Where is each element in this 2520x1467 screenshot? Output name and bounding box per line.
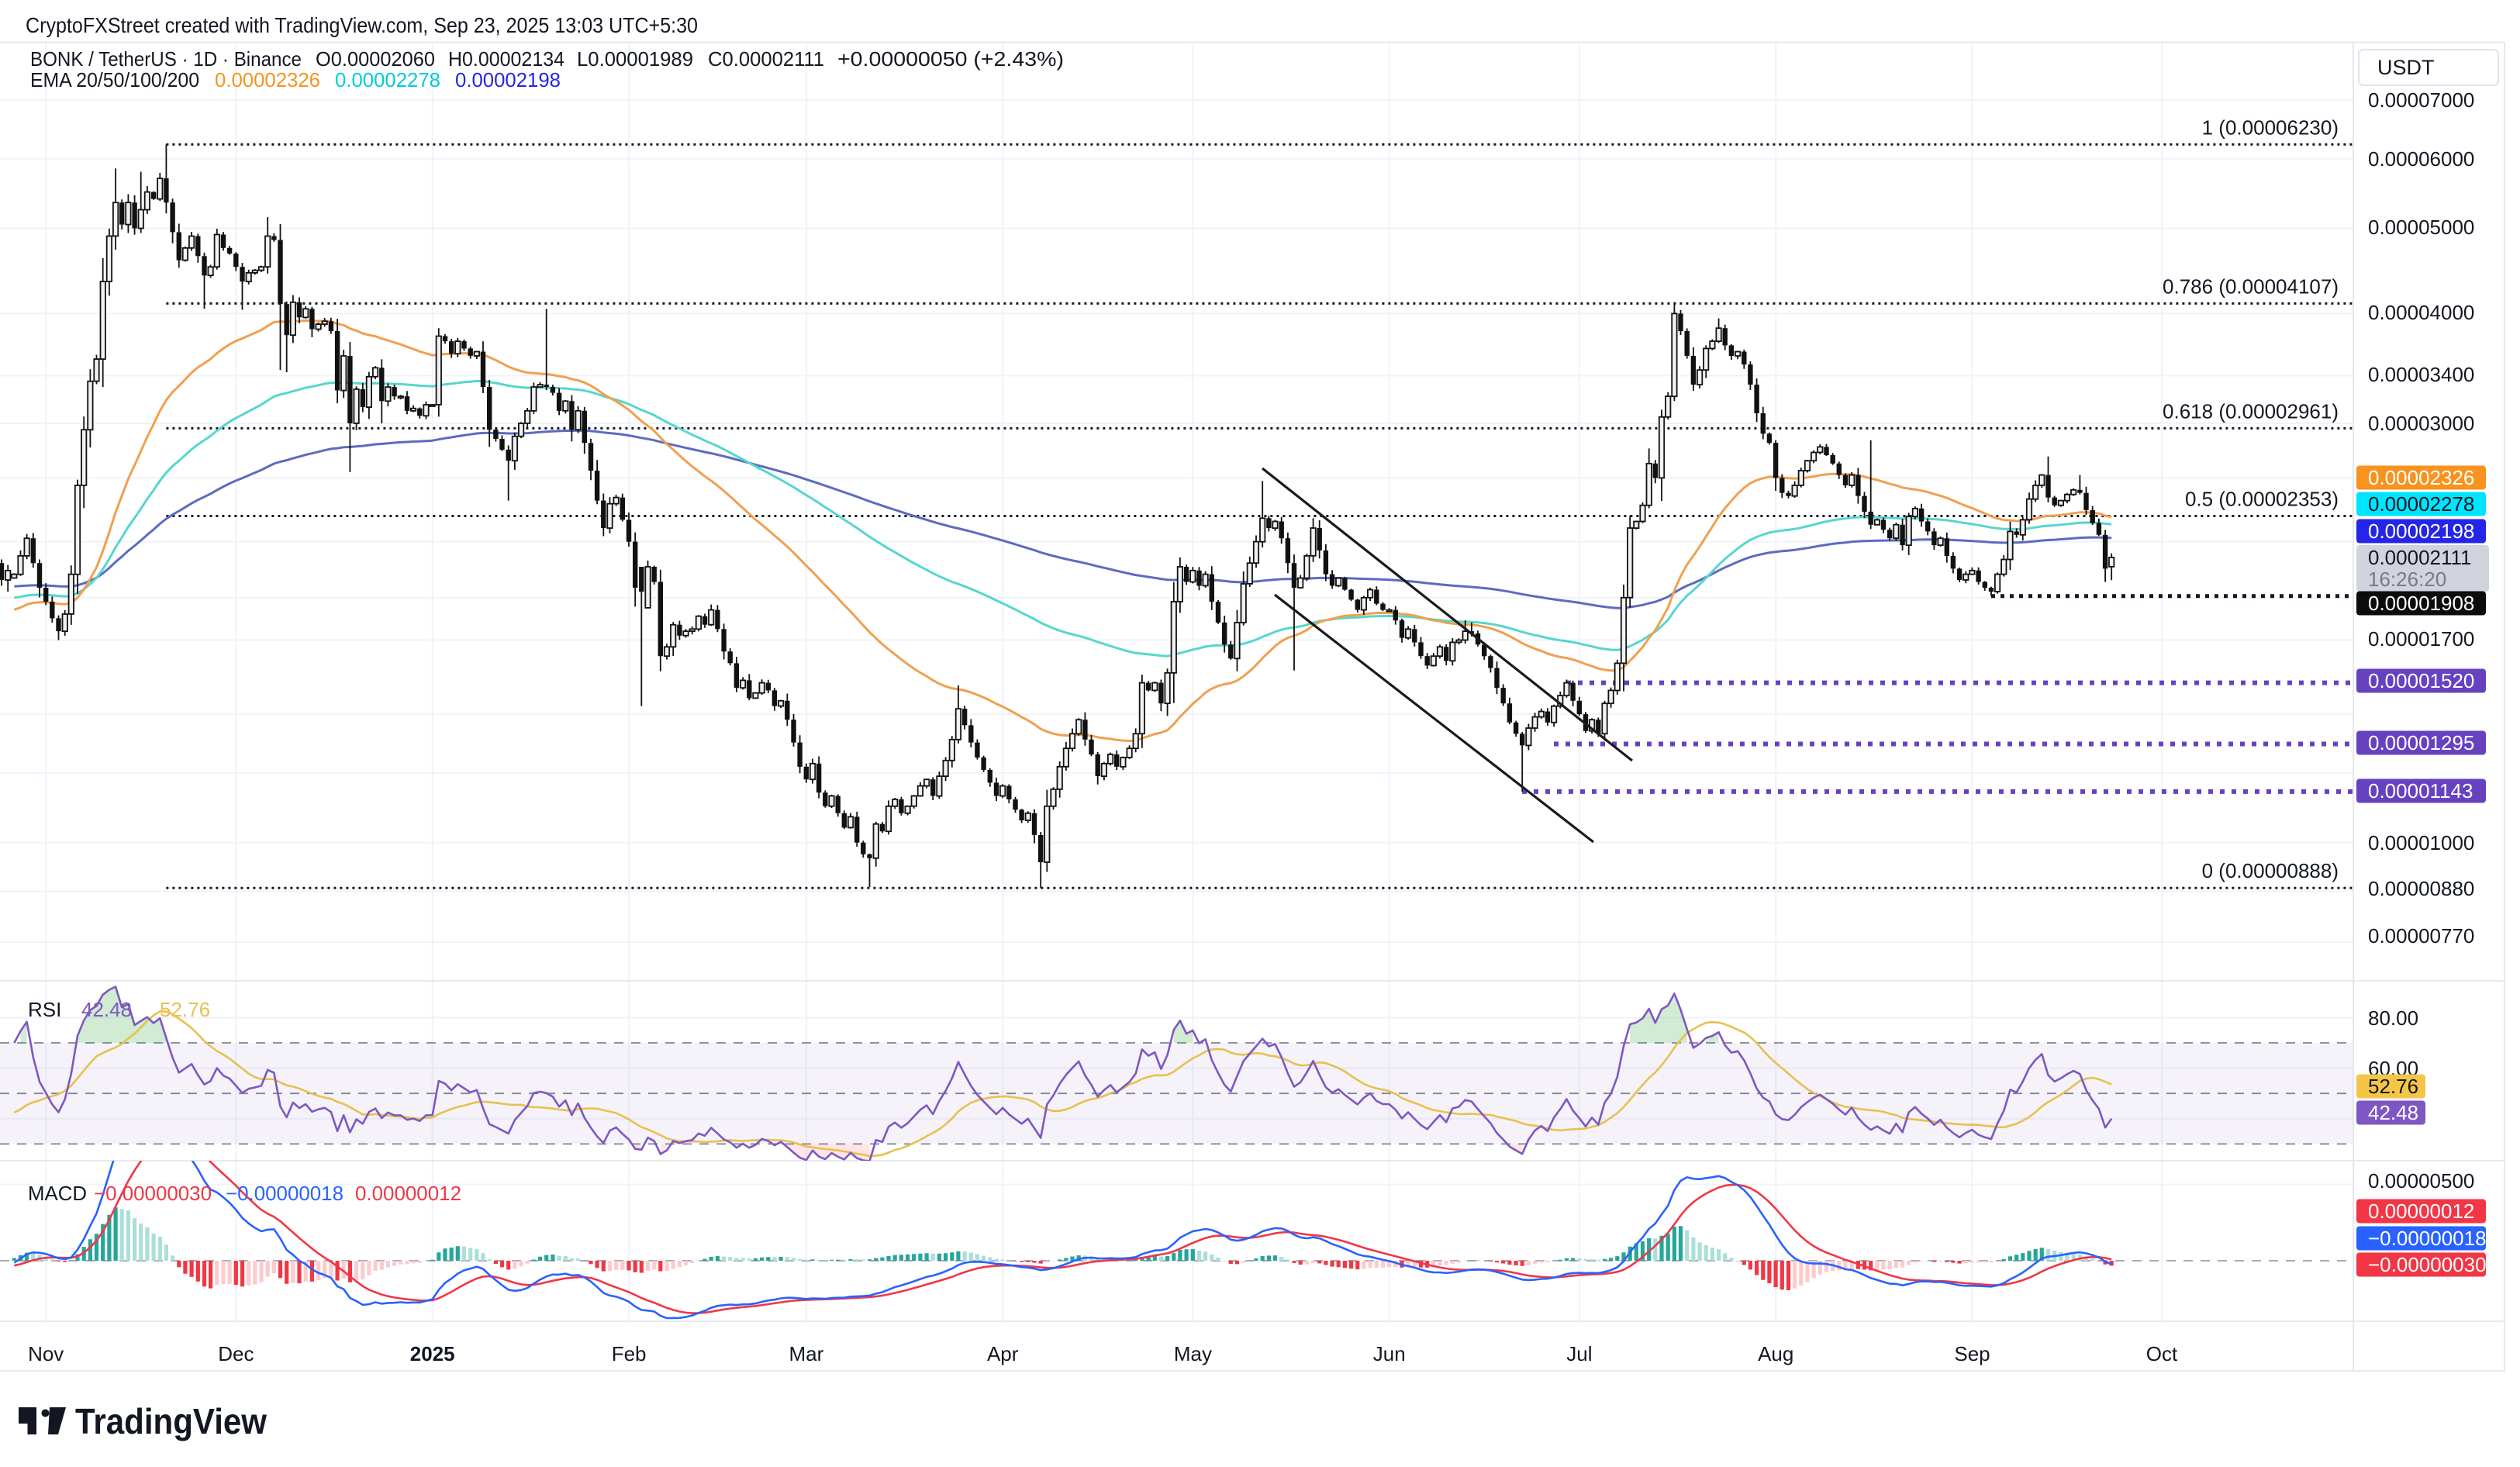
svg-text:−0.00000030: −0.00000030: [94, 1182, 212, 1205]
svg-text:0.00002326: 0.00002326: [215, 68, 320, 91]
svg-text:0.00000500: 0.00000500: [2368, 1169, 2474, 1193]
svg-text:80.00: 80.00: [2368, 1006, 2418, 1030]
svg-text:0.00002326: 0.00002326: [2368, 466, 2474, 489]
svg-text:0.00001143: 0.00001143: [2368, 779, 2473, 803]
svg-text:16:26:20: 16:26:20: [2368, 568, 2446, 591]
svg-text:TradingView: TradingView: [75, 1401, 267, 1441]
svg-text:Mar: Mar: [789, 1342, 824, 1365]
svg-text:Jun: Jun: [1373, 1342, 1406, 1365]
svg-text:Dec: Dec: [218, 1342, 254, 1365]
svg-text:0.00001700: 0.00001700: [2368, 627, 2474, 651]
svg-text:0.00002111: 0.00002111: [2368, 546, 2472, 569]
svg-text:H0.00002134: H0.00002134: [448, 47, 564, 71]
svg-text:2025: 2025: [410, 1342, 455, 1365]
svg-text:0.00006000: 0.00006000: [2368, 147, 2474, 171]
svg-text:C0.00002111: C0.00002111: [708, 47, 824, 71]
svg-text:Oct: Oct: [2146, 1342, 2178, 1365]
svg-text:0.00000880: 0.00000880: [2368, 877, 2474, 900]
svg-text:42.48: 42.48: [2368, 1101, 2418, 1124]
svg-text:0.00004000: 0.00004000: [2368, 301, 2474, 324]
svg-text:0.00002198: 0.00002198: [455, 68, 561, 91]
svg-text:USDT: USDT: [2377, 56, 2435, 79]
svg-text:0.00000012: 0.00000012: [355, 1182, 461, 1205]
svg-text:0.618 (0.00002961): 0.618 (0.00002961): [2163, 399, 2339, 423]
svg-text:0.00001520: 0.00001520: [2368, 669, 2474, 692]
svg-text:Nov: Nov: [28, 1342, 64, 1365]
svg-text:0.00000012: 0.00000012: [2368, 1199, 2474, 1223]
svg-text:0.00002278: 0.00002278: [335, 68, 440, 91]
svg-text:RSI: RSI: [28, 998, 61, 1021]
svg-text:Jul: Jul: [1566, 1342, 1592, 1365]
svg-text:Aug: Aug: [1758, 1342, 1793, 1365]
svg-text:EMA 20/50/100/200: EMA 20/50/100/200: [30, 68, 199, 91]
svg-text:O0.00002060: O0.00002060: [316, 47, 435, 71]
svg-text:0.00000770: 0.00000770: [2368, 924, 2474, 948]
svg-text:BONK / TetherUS · 1D · Binance: BONK / TetherUS · 1D · Binance: [30, 47, 302, 71]
svg-text:Sep: Sep: [1954, 1342, 1990, 1365]
svg-text:CryptoFXStreet created with Tr: CryptoFXStreet created with TradingView.…: [26, 13, 698, 37]
svg-text:L0.00001989: L0.00001989: [577, 47, 693, 71]
svg-text:0.00002278: 0.00002278: [2368, 492, 2474, 516]
svg-text:−0.00000030: −0.00000030: [2368, 1253, 2487, 1276]
svg-text:+0.00000050 (+2.43%): +0.00000050 (+2.43%): [837, 47, 1064, 71]
svg-text:0.00005000: 0.00005000: [2368, 216, 2474, 239]
svg-text:42.48: 42.48: [81, 998, 132, 1021]
svg-text:Feb: Feb: [612, 1342, 647, 1365]
svg-text:0.00001000: 0.00001000: [2368, 831, 2474, 854]
svg-text:−0.00000018: −0.00000018: [226, 1182, 343, 1205]
svg-text:0.00007000: 0.00007000: [2368, 88, 2474, 112]
svg-text:0.5 (0.00002353): 0.5 (0.00002353): [2185, 488, 2339, 511]
svg-text:1 (0.00006230): 1 (0.00006230): [2202, 116, 2339, 139]
svg-text:0.00003000: 0.00003000: [2368, 412, 2474, 435]
svg-text:0.00001908: 0.00001908: [2368, 592, 2474, 615]
svg-text:−0.00000018: −0.00000018: [2368, 1227, 2487, 1250]
svg-text:52.76: 52.76: [2368, 1075, 2418, 1098]
svg-text:0.00002198: 0.00002198: [2368, 519, 2474, 543]
svg-text:Apr: Apr: [987, 1342, 1019, 1365]
svg-text:0 (0.00000888): 0 (0.00000888): [2202, 859, 2339, 882]
svg-text:MACD: MACD: [28, 1182, 87, 1205]
svg-text:0.786 (0.00004107): 0.786 (0.00004107): [2163, 274, 2339, 298]
svg-text:0.00001295: 0.00001295: [2368, 731, 2474, 754]
svg-text:0.00003400: 0.00003400: [2368, 363, 2474, 386]
svg-text:May: May: [1174, 1342, 1212, 1365]
svg-text:52.76: 52.76: [160, 998, 210, 1021]
